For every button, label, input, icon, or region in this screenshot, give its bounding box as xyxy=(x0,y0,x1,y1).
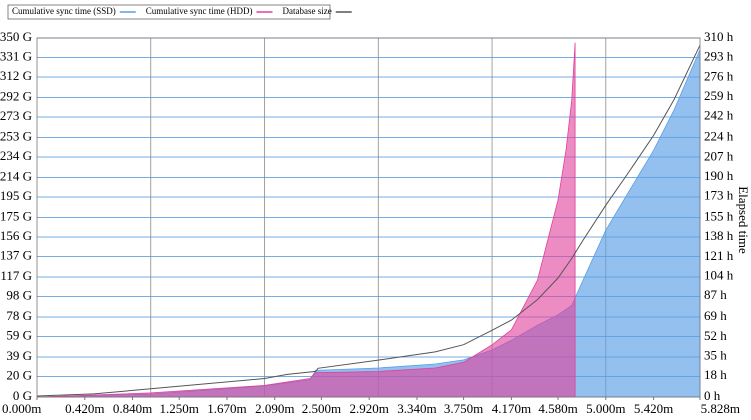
y2-tick-label: 173 h xyxy=(704,188,734,203)
y2-tick-label: 242 h xyxy=(704,108,734,123)
x-tick-label: 5.420m xyxy=(634,401,673,416)
x-tick-label: 0.840m xyxy=(113,401,152,416)
legend-box xyxy=(7,4,331,20)
y-tick-label: 137 G xyxy=(0,247,32,262)
y2-tick-label: 259 h xyxy=(704,88,734,103)
y2-tick-label: 276 h xyxy=(704,68,734,83)
y2-tick-label: 224 h xyxy=(704,129,734,144)
x-tick-label: 5.828m xyxy=(701,401,740,416)
area xyxy=(36,42,576,398)
y2-axis-title: Elapsed time xyxy=(736,186,751,254)
y-tick-label: 214 G xyxy=(0,168,32,183)
y-tick-label: 59 G xyxy=(6,327,32,342)
y-tick-label: 234 G xyxy=(0,148,32,163)
x-tick-label: 4.580m xyxy=(538,401,577,416)
y-tick-label: 312 G xyxy=(0,68,32,83)
x-tick-label: 3.340m xyxy=(397,401,436,416)
y-tick-label: 98 G xyxy=(6,287,32,302)
plot-frame xyxy=(36,37,701,398)
legend-label: Cumulative sync time (SSD) xyxy=(12,6,116,16)
y-tick-label: 156 G xyxy=(0,228,32,243)
y-tick-label: 273 G xyxy=(0,108,32,123)
y-tick-label: 0 G xyxy=(13,388,32,403)
y2-tick-label: 207 h xyxy=(704,148,734,163)
y-tick-label: 253 G xyxy=(0,128,32,143)
y-tick-label: 292 G xyxy=(0,88,32,103)
y2-tick-label: 138 h xyxy=(704,228,734,243)
y2-tick-label: 155 h xyxy=(704,208,734,223)
x-tick-label: 2.920m xyxy=(349,401,388,416)
legend-label: Cumulative sync time (HDD) xyxy=(146,6,253,16)
y2-tick-label: 293 h xyxy=(704,49,734,64)
y2-tick-label: 69 h xyxy=(704,308,727,323)
y2-tick-label: 121 h xyxy=(704,248,734,263)
y2-tick-label: 52 h xyxy=(704,328,727,343)
y2-tick-label: 35 h xyxy=(704,347,727,362)
y2-tick-label: 18 h xyxy=(704,367,727,382)
x-tick-label: 5.000m xyxy=(586,401,625,416)
y-tick-label: 331 G xyxy=(0,48,32,63)
y2-tick-label: 87 h xyxy=(704,287,727,302)
x-tick-label: 3.750m xyxy=(444,401,483,416)
y2-tick-label: 310 h xyxy=(704,29,734,44)
x-tick-label: 1.670m xyxy=(207,401,246,416)
x-tick-label: 2.090m xyxy=(255,401,294,416)
y2-tick-label: 190 h xyxy=(704,168,734,183)
y-tick-label: 117 G xyxy=(0,268,32,283)
y-tick-label: 175 G xyxy=(0,208,32,223)
y2-tick-label: 104 h xyxy=(704,268,734,283)
x-tick-label: 4.170m xyxy=(492,401,531,416)
y2-tick-label: 0 h xyxy=(704,388,721,403)
y-tick-label: 39 G xyxy=(6,348,32,363)
y-tick-label: 195 G xyxy=(0,188,32,203)
x-tick-label: 2.500m xyxy=(302,401,341,416)
legend-label: Database size xyxy=(282,6,331,16)
y-tick-label: 20 G xyxy=(6,367,32,382)
line xyxy=(36,44,701,397)
x-tick-label: 0.420m xyxy=(65,401,104,416)
y-tick-label: 78 G xyxy=(6,308,32,323)
y-tick-label: 350 G xyxy=(0,29,32,44)
x-tick-label: 0.000m xyxy=(2,401,41,416)
x-tick-label: 1.250m xyxy=(160,401,199,416)
